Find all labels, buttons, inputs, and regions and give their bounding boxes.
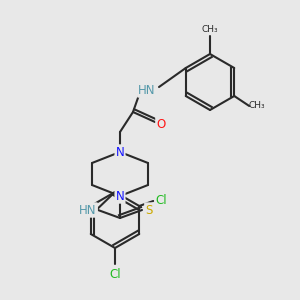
Text: Cl: Cl: [155, 194, 167, 208]
Text: HN: HN: [138, 83, 156, 97]
Text: Cl: Cl: [109, 268, 121, 281]
Text: HN: HN: [79, 203, 97, 217]
Text: CH₃: CH₃: [202, 26, 218, 34]
Text: S: S: [145, 203, 153, 217]
Text: N: N: [116, 146, 124, 158]
Text: N: N: [116, 190, 124, 202]
Text: CH₃: CH₃: [249, 101, 266, 110]
Text: O: O: [156, 118, 166, 130]
